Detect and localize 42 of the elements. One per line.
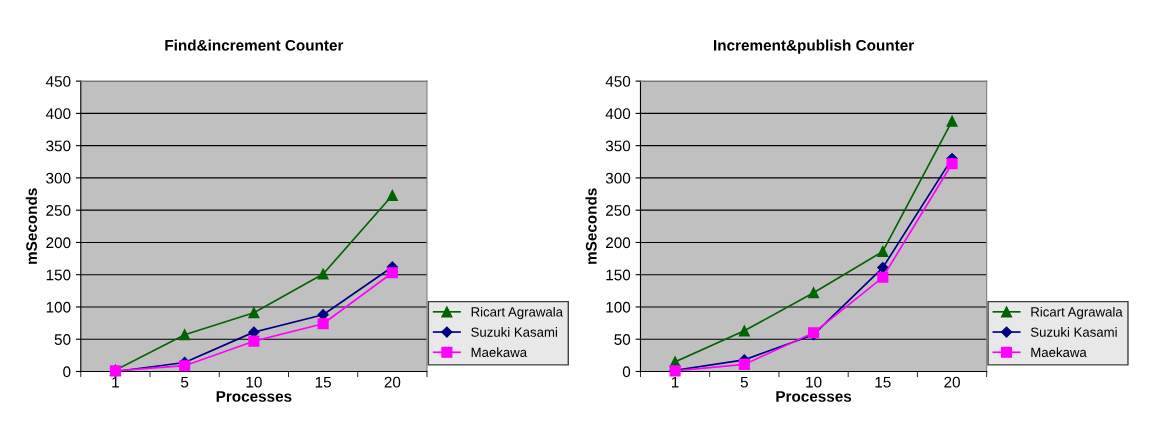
y-tick-label: 50 [614,334,631,345]
y-tick-label: 400 [45,108,71,120]
x-tick-label: 15 [875,376,891,388]
x-tick-label: 10 [806,376,822,388]
x-axis-title: Processes [776,391,852,402]
y-tick-label: 350 [46,140,71,152]
y-tick-label: 0 [622,366,631,378]
legend-label: Maekawa [471,347,528,358]
y-tick-label: 450 [45,76,71,87]
y-tick-label: 250 [606,205,631,216]
x-tick-label: 5 [740,376,748,388]
x-tick-label: 15 [315,376,331,388]
x-tick-label: 5 [181,376,189,388]
y-tick-label: 250 [46,205,71,216]
x-tick-label: 1 [672,376,679,388]
legend-label: Ricart Agrawala [1031,306,1123,320]
y-axis-title: mSeconds [585,188,597,264]
chart-title: Increment&publish Counter [714,39,914,54]
x-tick-label: 20 [944,376,960,388]
x-axis-title: Processes [216,391,292,402]
legend-label: Suzuki Kasami [1030,327,1117,337]
y-axis-title: mSeconds [25,188,37,264]
y-tick-label: 300 [46,172,71,184]
y-tick-label: 200 [606,237,631,249]
y-tick-label: 100 [606,301,631,313]
y-tick-label: 100 [46,301,71,313]
y-tick-label: 300 [605,172,631,184]
y-tick-label: 200 [46,237,71,249]
legend-label: Suzuki Kasami [471,327,557,337]
y-tick-label: 400 [605,108,631,120]
y-tick-label: 150 [46,269,71,281]
y-tick-label: 150 [606,269,631,281]
legend-label: Maekawa [1031,347,1087,358]
y-tick-label: 50 [54,334,71,345]
x-tick-label: 10 [246,376,262,388]
y-tick-label: 350 [605,140,631,152]
y-tick-label: 0 [63,366,71,378]
x-tick-label: 20 [384,376,401,388]
x-tick-label: 1 [112,376,119,388]
legend-label: Ricart Agrawala [471,306,564,320]
chart-title: Find&increment Counter [165,39,344,51]
y-tick-label: 450 [605,76,631,87]
